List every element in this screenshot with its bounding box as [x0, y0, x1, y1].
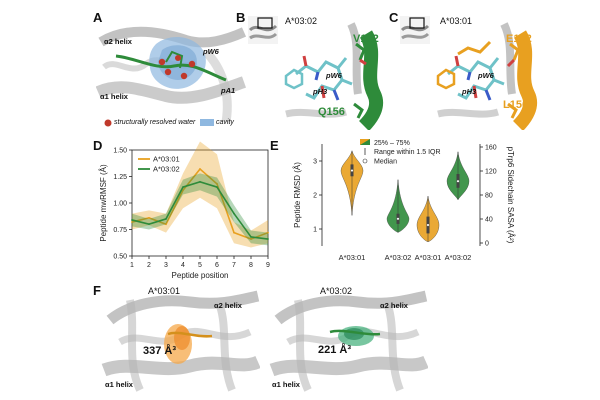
legend-label-1: A*03:02: [153, 165, 180, 174]
panel-e-letter: E: [270, 138, 279, 153]
panel-f-right-alpha1: α1 helix: [272, 380, 300, 389]
panel-a-alpha1-label: α1 helix: [100, 92, 128, 101]
panel-f-left-alpha2: α2 helix: [214, 301, 242, 310]
panel-d-chart: 0.50 0.75 1.00 1.25 1.50 1 2 3 4 5 6 7 8 9 Peptide pos…: [99, 141, 270, 280]
panel-c-letter: C: [389, 10, 399, 25]
y-tick-label-right: 40: [485, 217, 493, 224]
y-axis-label-right: pTrp6 Sidechain SASA (Å²): [506, 147, 515, 244]
y-tick-label: 0.75: [113, 227, 127, 234]
y-tick-label-right: 80: [485, 193, 493, 200]
series-point: [233, 231, 235, 234]
group-label-0: A*03:01: [339, 253, 366, 262]
series-point: [233, 212, 235, 215]
group-label-2: A*03:01: [415, 253, 442, 262]
violin-median-0: [350, 169, 354, 173]
legend-iqr-swatch-green: [360, 139, 370, 145]
y-tick-label-right: 0: [485, 241, 489, 248]
series-point: [131, 221, 133, 223]
violin-median-2: [426, 223, 430, 227]
panel-b-pw6: pW6: [326, 71, 342, 80]
panel-a-pw6-label: pW6: [203, 47, 219, 56]
y-axis-label-left: Peptide RMSD (Å): [293, 162, 302, 228]
panel-f-letter: F: [93, 283, 101, 298]
y-tick-label-left: 1: [313, 227, 317, 234]
panel-a-legend-cavity: cavity: [216, 119, 234, 126]
series-point: [199, 180, 201, 183]
y-tick-label-left: 2: [313, 193, 317, 200]
panel-f-right-structure: [269, 290, 428, 392]
x-tick-label: 3: [164, 262, 168, 269]
panel-c-structure: [400, 16, 538, 130]
panel-a-alpha2-label: α2 helix: [104, 37, 132, 46]
legend-label-0: A*03:01: [153, 155, 180, 164]
panel-f-right-title: A*03:02: [320, 286, 353, 296]
y-axis-label: Peptide mwRMSF (Å): [99, 164, 108, 242]
panel-b-title: A*03:02: [285, 16, 318, 26]
legend-median-icon: [362, 158, 368, 164]
series-point: [250, 236, 252, 238]
panel-a-structure: [96, 22, 246, 130]
series-point: [182, 186, 184, 188]
group-label-1: A*03:02: [385, 253, 412, 262]
panel-c-title: A*03:01: [440, 16, 473, 26]
panel-e-chart: 1 2 3 0 40 80 120 160 Peptide RMSD (Å) pTrp6 Side…: [293, 139, 515, 262]
series-point: [267, 238, 269, 240]
panel-b-res-top: V152: [353, 33, 379, 45]
series-point: [267, 231, 269, 234]
series-point: [165, 223, 167, 226]
violin-median-3: [456, 179, 460, 183]
series-band-1: [132, 173, 268, 246]
panel-b-letter: B: [236, 10, 246, 25]
y-tick-label: 1.25: [113, 174, 127, 181]
y-tick-label: 1.50: [113, 148, 127, 155]
panel-a-legend-water: structurally resolved water: [114, 119, 196, 126]
series-point: [216, 183, 218, 185]
y-tick-label: 1.00: [113, 201, 127, 208]
panel-b-res-bottom: Q156: [318, 106, 345, 118]
panel-a-pa1-label: pA1: [221, 86, 236, 95]
panel-f-left-alpha1: α1 helix: [105, 380, 133, 389]
x-tick-label: 4: [181, 262, 185, 269]
panel-b-ph3: pH3: [313, 87, 328, 96]
y-tick-label-right: 120: [485, 169, 497, 176]
panel-d-letter: D: [93, 138, 103, 153]
x-tick-label: 5: [198, 262, 202, 269]
y-tick-label-left: 3: [313, 159, 317, 166]
violin-median-1: [396, 217, 400, 221]
series-point: [216, 186, 218, 188]
panel-f-left-title: A*03:01: [148, 286, 181, 296]
series-point: [148, 223, 150, 226]
series-point: [165, 218, 167, 220]
panel-b-structure: [248, 16, 384, 130]
legend-range-label: Range within 1.5 IQR: [374, 149, 441, 156]
panel-f-right-alpha2: α2 helix: [380, 301, 408, 310]
x-tick-label: 6: [215, 262, 219, 269]
y-tick-label-right: 160: [485, 145, 497, 152]
panel-c-res-top: E152: [506, 33, 532, 45]
series-point: [182, 189, 184, 192]
series-point: [250, 238, 252, 240]
y-tick-label: 0.50: [113, 254, 127, 261]
panel-a-letter: A: [93, 10, 103, 25]
legend-iqr-label: 25% – 75%: [374, 140, 410, 147]
legend-median-label: Median: [374, 159, 397, 166]
x-tick-label: 9: [266, 262, 270, 269]
panel-c-ph3: pH3: [462, 87, 477, 96]
x-axis-label: Peptide position: [172, 271, 229, 280]
x-tick-label: 7: [232, 262, 236, 269]
series-point: [131, 219, 133, 221]
panel-f-left-structure: [101, 290, 260, 392]
series-band-0: [132, 141, 268, 248]
panel-f-right-volume: 221 Å³: [318, 344, 352, 356]
x-tick-label: 2: [147, 262, 151, 269]
x-tick-label: 1: [130, 262, 134, 269]
series-point: [148, 216, 150, 219]
panel-f-left-volume: 337 Å³: [143, 345, 177, 357]
series-point: [199, 168, 201, 170]
x-tick-label: 8: [249, 262, 253, 269]
panel-c-res-bottom: L156: [503, 99, 529, 111]
group-label-3: A*03:02: [445, 253, 472, 262]
panel-c-pw6: pW6: [478, 71, 494, 80]
